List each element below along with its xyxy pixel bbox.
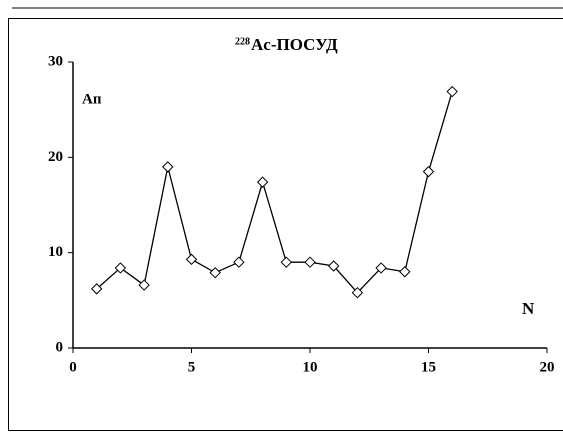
y-axis-label: Ап [82, 91, 102, 107]
x-axis-label: N [522, 299, 535, 318]
marker [162, 161, 174, 173]
y-tick-label: 0 [56, 339, 64, 355]
marker [209, 266, 221, 279]
marker [185, 253, 198, 266]
y-tick-label: 10 [48, 244, 63, 260]
frame [8, 18, 563, 431]
marker [422, 165, 435, 178]
marker [327, 260, 340, 272]
x-tick-label: 20 [540, 359, 555, 375]
series-line [96, 91, 453, 294]
y-tick-label: 30 [48, 53, 63, 69]
marker [280, 256, 293, 268]
chart-title: Ac-ПОСУД [251, 35, 338, 54]
marker [138, 279, 150, 291]
marker [446, 85, 458, 98]
marker [304, 256, 316, 268]
marker [90, 283, 103, 295]
title-superscript: 228 [235, 36, 250, 47]
marker [351, 286, 364, 299]
marker [375, 262, 387, 274]
marker [256, 176, 269, 188]
x-tick-label: 5 [188, 359, 196, 375]
y-tick-label: 20 [48, 149, 63, 165]
marker [233, 256, 245, 268]
x-tick-label: 0 [69, 359, 77, 375]
marker [399, 266, 411, 278]
x-tick-label: 10 [303, 359, 318, 375]
marker [114, 262, 127, 274]
x-tick-label: 15 [421, 359, 436, 375]
